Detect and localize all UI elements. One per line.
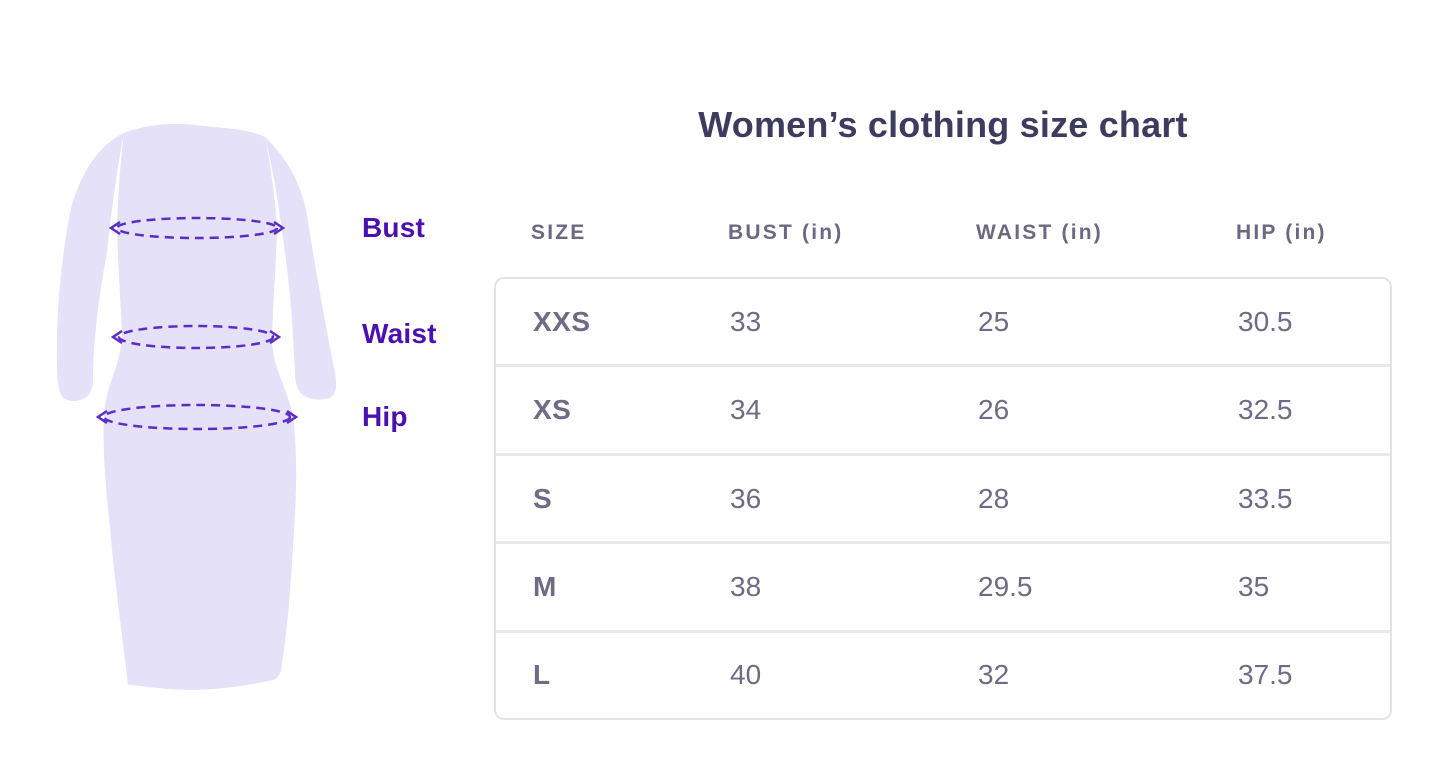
hip-measure-line [102, 403, 292, 431]
cell-waist: 26 [978, 394, 1010, 426]
table-row: S 36 28 33.5 [496, 456, 1390, 545]
waist-label: Waist [362, 318, 437, 349]
cell-waist: 25 [978, 305, 1010, 337]
hip-measure-arrow-left [95, 409, 108, 425]
column-header-waist: WAIST (in) [976, 221, 1103, 244]
cell-size: XXS [533, 305, 591, 337]
size-table: XXS 33 25 30.5 XS 34 26 32.5 S 36 28 33.… [494, 277, 1392, 720]
waist-measure-arrow-left [110, 329, 123, 345]
table-row: M 38 29.5 35 [496, 544, 1390, 633]
cell-bust: 33 [730, 305, 762, 337]
cell-hip: 30.5 [1238, 305, 1293, 337]
cell-bust: 40 [730, 659, 762, 691]
table-row: L 40 32 37.5 [496, 633, 1390, 718]
cell-size: M [533, 570, 557, 602]
cell-waist: 28 [978, 482, 1010, 514]
page-title: Women’s clothing size chart [698, 104, 1188, 145]
waist-measure-arrow-right [269, 329, 282, 345]
dress-silhouette [103, 124, 297, 690]
table-row: XS 34 26 32.5 [496, 367, 1390, 456]
bust-label: Bust [362, 212, 426, 243]
cell-size: XS [533, 394, 572, 426]
hip-measure-arrow-right [286, 409, 299, 425]
waist-measure-line [117, 324, 275, 350]
cell-size: S [533, 482, 553, 514]
table-header-row: SIZE BUST (in) WAIST (in) HIP (in) [494, 210, 1392, 256]
cell-waist: 29.5 [978, 570, 1033, 602]
cell-hip: 33.5 [1238, 482, 1293, 514]
cell-bust: 34 [730, 394, 762, 426]
table-row: XXS 33 25 30.5 [496, 279, 1390, 368]
bust-measure-line [115, 216, 279, 240]
column-header-size: SIZE [531, 221, 587, 244]
size-table-body: XXS 33 25 30.5 XS 34 26 32.5 S 36 28 33.… [496, 279, 1390, 718]
cell-hip: 35 [1238, 570, 1270, 602]
cell-hip: 37.5 [1238, 659, 1293, 691]
dress-illustration [56, 124, 337, 690]
cell-hip: 32.5 [1238, 394, 1293, 426]
cell-waist: 32 [978, 659, 1010, 691]
column-header-hip: HIP (in) [1236, 221, 1327, 244]
dress-right-sleeve [265, 137, 337, 400]
bust-measure-arrow-left [108, 220, 121, 236]
hip-label: Hip [362, 401, 408, 432]
cell-bust: 38 [730, 570, 762, 602]
bust-measure-arrow-right [273, 220, 286, 236]
cell-bust: 36 [730, 482, 762, 514]
column-header-bust: BUST (in) [728, 221, 844, 244]
cell-size: L [533, 659, 551, 691]
dress-left-sleeve [56, 133, 124, 401]
